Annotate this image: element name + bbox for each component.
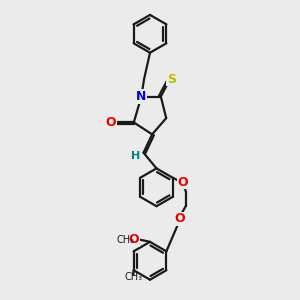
Text: N: N	[136, 90, 146, 103]
Text: O: O	[177, 176, 188, 189]
Text: O: O	[174, 212, 185, 225]
Text: CH₃: CH₃	[116, 235, 134, 245]
Text: S: S	[167, 73, 176, 86]
Text: H: H	[131, 151, 141, 161]
Text: O: O	[128, 233, 139, 246]
Text: O: O	[106, 116, 116, 129]
Text: CH₃: CH₃	[124, 272, 142, 282]
